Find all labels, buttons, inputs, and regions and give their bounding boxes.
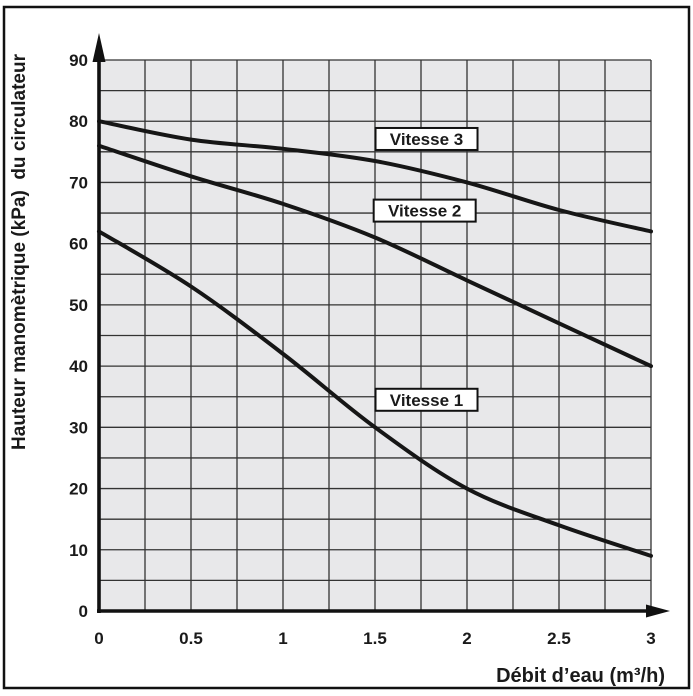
label-text-vitesse-1: Vitesse 1: [390, 391, 463, 410]
y-tick-label: 90: [69, 51, 88, 70]
y-axis-title: Hauteur manomètrique (kPa) du circulateu…: [9, 53, 30, 450]
curve-vitesse-1: [97, 229, 653, 558]
x-tick-label: 2.5: [547, 629, 571, 648]
figure-frame: [2, 5, 691, 690]
y-tick-label: 0: [79, 602, 88, 621]
label-box-vitesse-2: [372, 198, 477, 223]
x-axis-title: Débit d’eau (m³/h): [496, 665, 665, 687]
x-tick-label: 1.5: [363, 629, 387, 648]
y-tick-label: 80: [69, 112, 88, 131]
x-tick-label: 0: [94, 629, 103, 648]
curve-vitesse-3: [97, 119, 653, 234]
y-tick-label: 60: [69, 235, 88, 254]
y-tick-label: 10: [69, 541, 88, 560]
y-tick-label: 70: [69, 173, 88, 192]
y-tick-label: 40: [69, 357, 88, 376]
label-box-vitesse-1: [374, 387, 479, 412]
label-text-vitesse-2: Vitesse 2: [388, 202, 461, 221]
y-tick-label: 50: [69, 296, 88, 315]
y-tick-label: 20: [69, 480, 88, 499]
x-tick-label: 3: [646, 629, 655, 648]
x-tick-label: 2: [462, 629, 471, 648]
y-axis-arrow: [92, 33, 106, 62]
y-tick-label: 30: [69, 418, 88, 437]
label-box-vitesse-3: [374, 126, 479, 151]
x-axis-arrow: [646, 604, 670, 618]
x-tick-label: 0.5: [179, 629, 203, 648]
x-tick-label: 1: [278, 629, 287, 648]
curve-vitesse-2: [97, 143, 653, 369]
label-text-vitesse-3: Vitesse 3: [390, 130, 463, 149]
